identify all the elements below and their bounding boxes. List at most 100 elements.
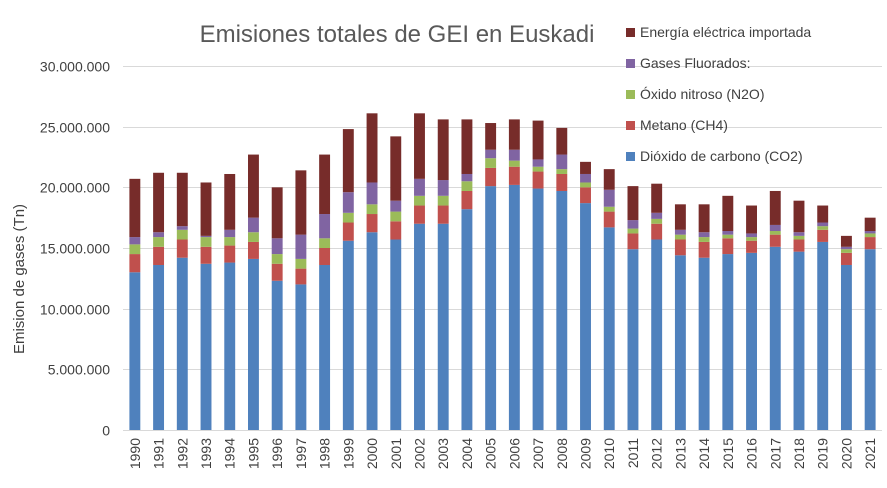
bar-segment — [485, 123, 497, 150]
bar-segment — [746, 237, 757, 241]
bar-segment — [864, 233, 876, 238]
bar-segment — [437, 180, 449, 196]
bar-segment — [674, 204, 686, 230]
bar-segment — [627, 186, 639, 221]
bar-segment — [295, 170, 307, 235]
bar-segment — [414, 178, 425, 196]
legend-label: Óxido nitroso (N2O) — [640, 86, 764, 102]
bar-segment — [461, 181, 473, 191]
bar-segment — [864, 249, 876, 430]
bar-segment — [840, 264, 852, 430]
bar-segment — [532, 171, 544, 189]
bar-segment — [342, 212, 354, 223]
bar-segment — [674, 255, 686, 430]
bar-segment — [485, 186, 497, 430]
bar-segment — [176, 229, 188, 240]
x-tick-label: 2019 — [815, 438, 831, 469]
bar-segment — [864, 237, 876, 250]
bar-segment — [817, 205, 829, 223]
bar-segment — [153, 237, 165, 247]
x-tick-label: 2021 — [862, 438, 878, 469]
x-tick-label: 2012 — [649, 438, 665, 469]
bar-segment — [580, 173, 591, 183]
bar-segment — [129, 272, 141, 430]
bar-segment — [508, 149, 520, 161]
bar-segment — [840, 235, 852, 247]
bar-segment — [840, 246, 852, 250]
bar-segment — [224, 237, 236, 246]
x-tick-label: 2017 — [767, 438, 783, 469]
x-tick-label: 2007 — [530, 438, 546, 469]
bar-segment — [817, 222, 829, 227]
bar-segment — [129, 178, 141, 238]
bar-segment — [793, 251, 805, 430]
bar-segment — [366, 214, 378, 233]
x-tick-label: 1997 — [293, 438, 309, 469]
bar-segment — [627, 233, 639, 250]
bar-segment — [319, 154, 331, 215]
bar-segment — [651, 183, 663, 213]
bar-segment — [437, 119, 449, 181]
bar-segment — [271, 254, 283, 264]
x-axis-ticks: 1990 1991 1992 1993 1994 1995 1996 1997 1998 1999… — [127, 438, 878, 469]
bar-segment — [390, 239, 402, 430]
x-tick-label: 2008 — [554, 438, 570, 469]
bar-segment — [366, 182, 378, 205]
bar-segment — [437, 205, 449, 224]
x-tick-label: 1994 — [222, 438, 238, 469]
bar-segment — [248, 154, 259, 218]
bar-segment — [200, 263, 212, 430]
bar-segment — [485, 167, 497, 187]
bar-segment — [674, 229, 686, 235]
legend-swatch — [626, 152, 635, 161]
chart-title: Emisiones totales de GEI en Euskadi — [200, 21, 595, 48]
bar-segment — [366, 232, 378, 430]
x-tick-label: 2015 — [720, 438, 736, 469]
y-tick-label: 15.000.000 — [40, 241, 110, 257]
bar-segment — [864, 231, 876, 234]
bar-segment — [508, 184, 520, 430]
gridlines — [123, 66, 882, 431]
bar-segment — [793, 200, 805, 233]
bar-segment — [793, 235, 805, 240]
x-tick-label: 1995 — [246, 438, 262, 469]
bar-segment — [556, 169, 568, 174]
x-tick-label: 2006 — [506, 438, 522, 469]
bar-segment — [295, 284, 307, 430]
bar-segment — [319, 248, 331, 265]
x-tick-label: 2014 — [696, 438, 712, 469]
bar-segment — [627, 228, 639, 234]
bar-segment — [271, 280, 283, 430]
bar-segment — [508, 160, 520, 167]
bar-segment — [674, 234, 686, 240]
bar-segment — [532, 159, 544, 167]
bar-segment — [319, 264, 331, 430]
bar-segment — [200, 237, 212, 247]
bar-segment — [603, 206, 615, 212]
bar-segment — [153, 264, 165, 430]
bar-segment — [746, 240, 757, 253]
y-tick-label: 30.000.000 — [40, 59, 110, 75]
x-tick-label: 2020 — [838, 438, 854, 469]
x-tick-label: 1990 — [127, 438, 143, 469]
y-axis-label: Emision de gases (Tn) — [11, 204, 28, 354]
bar-segment — [176, 226, 188, 230]
bar-segment — [556, 173, 568, 191]
bar-segment — [295, 268, 307, 285]
bar-segment — [295, 234, 307, 259]
bar-segment — [176, 257, 188, 430]
bar-segment — [817, 229, 829, 242]
legend-swatch — [626, 121, 635, 130]
bar-segment — [153, 172, 165, 233]
x-tick-label: 2018 — [791, 438, 807, 469]
bar-segment — [508, 166, 520, 185]
x-tick-label: 1993 — [198, 438, 214, 469]
bar-segment — [603, 169, 615, 190]
bar-segment — [271, 187, 283, 239]
bar-segment — [366, 204, 378, 215]
y-tick-label: 5.000.000 — [48, 362, 110, 378]
x-tick-label: 2002 — [412, 438, 428, 469]
y-tick-label: 0 — [102, 423, 110, 439]
bar-segment — [390, 200, 402, 212]
